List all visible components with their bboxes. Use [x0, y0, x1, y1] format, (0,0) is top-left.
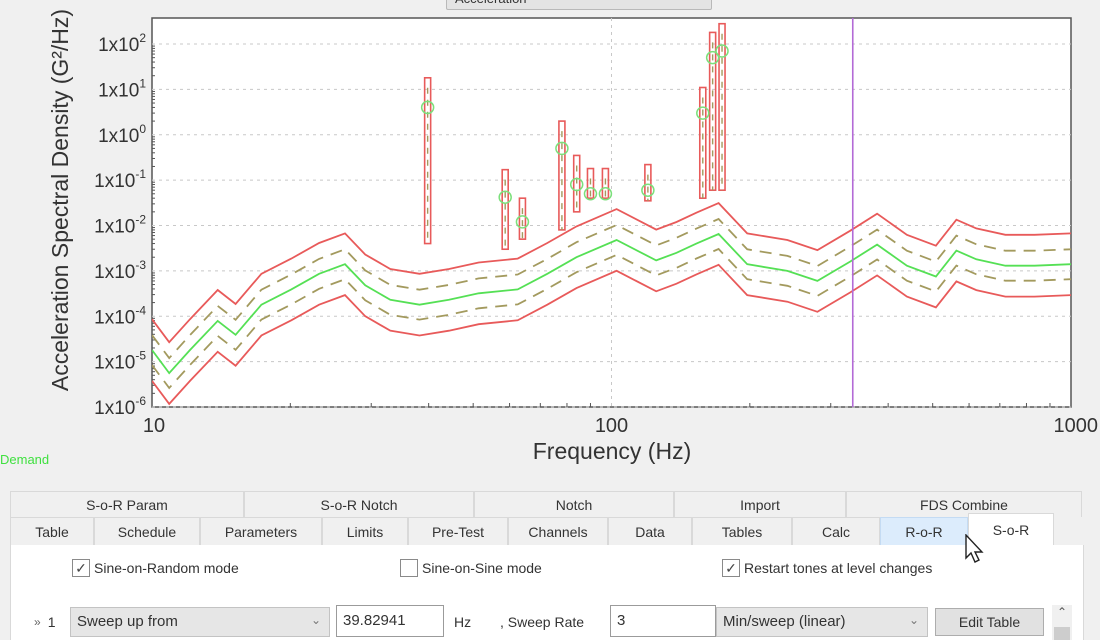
- tab-tables[interactable]: Tables: [692, 517, 792, 545]
- tab-channels[interactable]: Channels: [508, 517, 608, 545]
- tab-r-o-r[interactable]: R-o-R: [880, 517, 968, 545]
- sine-on-random-checkbox[interactable]: ✓ Sine-on-Random mode: [72, 559, 239, 577]
- sine-on-sine-checkbox[interactable]: Sine-on-Sine mode: [400, 559, 542, 577]
- mouse-pointer-icon: [965, 534, 984, 563]
- y-tick-label: 1x10-1: [94, 167, 146, 192]
- tabs-row-1: S-o-R Param S-o-R Notch Notch Import FDS…: [10, 491, 1082, 517]
- checkbox-sor[interactable]: ✓: [72, 559, 90, 577]
- sine-tone-spike: [601, 167, 610, 199]
- tab-import[interactable]: Import: [674, 491, 846, 517]
- sine-on-sine-label: Sine-on-Sine mode: [422, 560, 542, 576]
- tab-sor-param[interactable]: S-o-R Param: [10, 491, 244, 517]
- sweep-rate-label: , Sweep Rate: [500, 614, 585, 630]
- tab-fds-combine[interactable]: FDS Combine: [846, 491, 1082, 517]
- legend-demand: Demand: [0, 452, 50, 467]
- tone-mode-select[interactable]: Sweep up from ⌄: [70, 607, 330, 637]
- tab-s-o-r[interactable]: S-o-R: [968, 513, 1054, 545]
- alarm-upper-line: [152, 217, 1071, 360]
- tabs-row-2: Table Schedule Parameters Limits Pre-Tes…: [10, 513, 1054, 545]
- sweep-unit-select[interactable]: Min/sweep (linear) ⌄: [716, 607, 928, 637]
- restart-tones-checkbox[interactable]: ✓ Restart tones at level changes: [722, 559, 932, 577]
- freq-unit-label: Hz: [454, 614, 472, 630]
- y-tick-label: 1x10-2: [94, 213, 146, 238]
- chevron-down-icon: ⌄: [694, 0, 703, 3]
- tone-demand-marker: [583, 187, 598, 201]
- tone-demand-marker: [715, 44, 729, 58]
- tone-demand-marker: [555, 141, 569, 156]
- edit-table-button[interactable]: Edit Table: [935, 608, 1044, 636]
- y-tick-label: 1x10-6: [94, 394, 146, 419]
- y-tick-label: 1x10-5: [94, 349, 146, 374]
- tab-pre-test[interactable]: Pre-Test: [408, 517, 508, 545]
- sine-tone-spike: [501, 168, 509, 251]
- checkbox-sos[interactable]: [400, 559, 418, 577]
- x-tick-label: 1000: [1054, 415, 1099, 437]
- sine-tone-spike: [572, 154, 581, 213]
- measurement-type-select[interactable]: Acceleration ⌄: [446, 0, 712, 10]
- tone-demand-marker: [598, 187, 613, 201]
- tone-mode-value: Sweep up from: [77, 613, 178, 630]
- sine-on-random-label: Sine-on-Random mode: [94, 560, 239, 576]
- tone-demand-marker: [515, 215, 530, 229]
- tone-demand-marker: [641, 183, 655, 197]
- row-number: 1: [47, 614, 56, 630]
- sweep-rate-input[interactable]: 3: [610, 605, 716, 637]
- alarm-lower-line: [152, 247, 1071, 390]
- tone-demand-marker: [420, 100, 435, 115]
- tone-demand-marker: [696, 106, 710, 120]
- tab-parameters[interactable]: Parameters: [200, 517, 322, 545]
- tab-table[interactable]: Table: [10, 517, 94, 545]
- measurement-type-value: Acceleration: [455, 0, 527, 6]
- tab-limits[interactable]: Limits: [322, 517, 408, 545]
- y-tick-label: 1x10-3: [94, 258, 146, 283]
- sine-tone-spike: [518, 197, 527, 240]
- restart-tones-label: Restart tones at level changes: [744, 560, 933, 576]
- abort-lower-line: [152, 263, 1071, 406]
- y-tick-label: 1x101: [98, 76, 146, 101]
- tone-row-index: » 1: [34, 607, 55, 637]
- start-frequency-input[interactable]: 39.82941: [336, 605, 444, 637]
- sine-tone-spike: [586, 167, 595, 199]
- y-tick-label: 1x102: [98, 31, 146, 56]
- chevron-down-icon: ⌄: [908, 613, 919, 627]
- tab-sor-notch[interactable]: S-o-R Notch: [244, 491, 474, 517]
- y-axis-label: Acceleration Spectral Density (G²/Hz): [47, 9, 73, 391]
- sweep-unit-value: Min/sweep (linear): [723, 613, 846, 630]
- chart-svg: 1x102 1x101 1x100 1x10-1 1x10-2 1x10-3 1x10-4 1…: [47, 9, 1099, 464]
- tone-demand-marker: [569, 177, 584, 192]
- tone-demand-marker: [498, 190, 512, 204]
- y-tick-label: 1x10-4: [94, 303, 146, 328]
- tab-schedule[interactable]: Schedule: [94, 517, 200, 545]
- tab-notch[interactable]: Notch: [474, 491, 674, 517]
- scroll-up-arrow-icon[interactable]: ⌃: [1056, 605, 1068, 619]
- scrollbar-thumb[interactable]: [1054, 627, 1070, 640]
- demand-line: [152, 232, 1071, 375]
- x-tick-label: 100: [595, 415, 628, 437]
- abort-upper-line: [152, 202, 1071, 344]
- sine-tone-spike: [423, 76, 432, 245]
- asd-chart: 1x102 1x101 1x100 1x10-1 1x10-2 1x10-3 1x10-4 1…: [47, 9, 1099, 464]
- y-tick-label: 1x100: [98, 122, 146, 147]
- scrollbar[interactable]: ⌃: [1052, 605, 1072, 640]
- checkbox-restart[interactable]: ✓: [722, 559, 740, 577]
- x-tick-label: 10: [143, 415, 165, 437]
- chevron-down-icon: ⌄: [310, 613, 321, 627]
- x-axis-label: Frequency (Hz): [533, 438, 691, 464]
- tone-demand-marker: [705, 50, 720, 65]
- tab-calc[interactable]: Calc: [792, 517, 880, 545]
- tab-data[interactable]: Data: [608, 517, 692, 545]
- row-expand-icon[interactable]: »: [34, 615, 41, 629]
